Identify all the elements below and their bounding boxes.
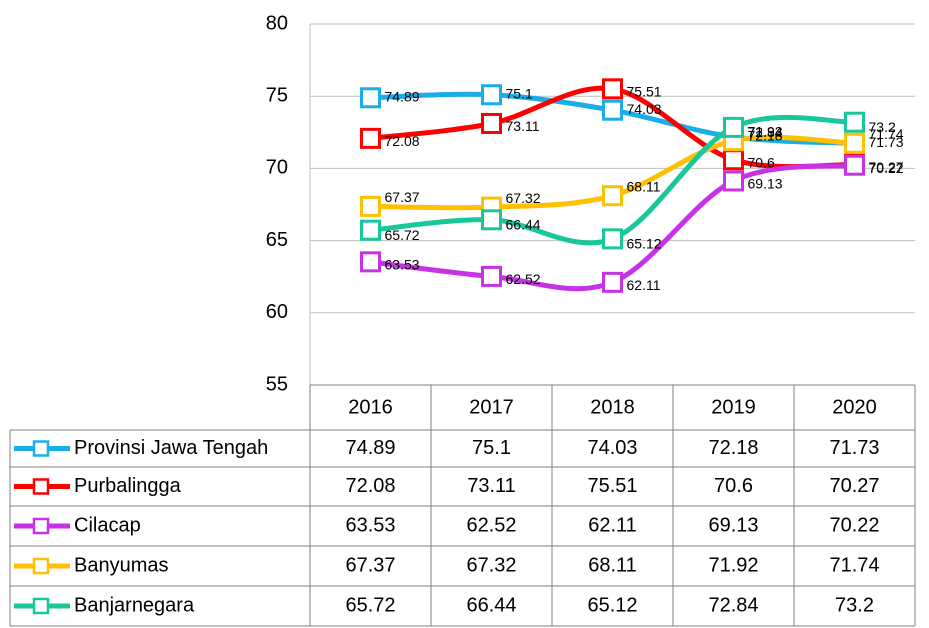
data-label: 69.13 — [748, 176, 783, 192]
legend-marker — [32, 478, 50, 495]
table-cell: 70.22 — [829, 514, 879, 536]
marker — [360, 251, 381, 273]
data-label: 67.37 — [385, 189, 420, 205]
data-label: 71.74 — [869, 126, 904, 142]
legend-label: Cilacap — [74, 514, 141, 536]
data-label: 66.44 — [506, 217, 541, 233]
marker — [723, 170, 744, 192]
table-cell: 63.53 — [345, 514, 395, 536]
table-cell: 75.1 — [472, 437, 511, 459]
x-tick-label: 2018 — [590, 396, 635, 418]
data-label: 74.03 — [627, 101, 662, 117]
table-cell: 65.12 — [587, 594, 637, 616]
marker — [844, 132, 865, 154]
x-tick-label: 2017 — [469, 396, 514, 418]
legend-marker — [32, 597, 50, 615]
data-label: 73.2 — [869, 119, 896, 135]
marker — [602, 271, 623, 293]
data-label: 72.08 — [385, 133, 420, 149]
marker — [723, 149, 744, 171]
y-tick-label: 65 — [266, 229, 288, 251]
y-tick-label: 70 — [266, 157, 288, 179]
table-cell: 72.08 — [345, 475, 395, 497]
data-label: 65.72 — [385, 227, 420, 243]
table-cell: 75.51 — [587, 475, 637, 497]
marker — [360, 219, 381, 241]
table-cell: 74.89 — [345, 437, 395, 459]
table-cell: 67.32 — [466, 554, 516, 576]
legend-label: Provinsi Jawa Tengah — [74, 437, 268, 459]
legend-marker — [32, 557, 50, 575]
data-label: 72.18 — [748, 128, 783, 144]
table-cell: 74.03 — [587, 437, 637, 459]
x-tick-label: 2016 — [348, 396, 393, 418]
data-label: 70.6 — [748, 154, 775, 170]
data-label: 75.1 — [506, 85, 533, 101]
data-label: 62.11 — [627, 277, 661, 293]
y-tick-label: 80 — [266, 12, 288, 34]
marker — [602, 78, 623, 100]
data-label: 72.84 — [748, 124, 783, 140]
table-cell: 70.6 — [714, 475, 753, 497]
y-tick-label: 75 — [266, 84, 288, 106]
marker — [481, 265, 502, 287]
y-tick-label: 55 — [266, 373, 288, 395]
table-cell: 71.73 — [829, 437, 879, 459]
data-label: 70.27 — [869, 159, 904, 175]
marker — [723, 116, 744, 138]
data-label: 71.73 — [869, 134, 904, 150]
marker — [360, 87, 381, 109]
marker — [844, 111, 865, 133]
marker — [481, 84, 502, 106]
data-label: 71.92 — [748, 123, 783, 139]
table-cell: 73.2 — [835, 594, 874, 616]
legend-label: Banjarnegara — [74, 594, 195, 616]
table-cell: 72.18 — [708, 437, 758, 459]
table-cell: 66.44 — [466, 594, 516, 616]
table-cell: 71.92 — [708, 554, 758, 576]
data-label: 65.12 — [627, 236, 662, 252]
table-cell: 72.84 — [708, 594, 758, 616]
table-cell: 65.72 — [345, 594, 395, 616]
data-label: 63.53 — [385, 257, 420, 273]
legend-label: Banyumas — [74, 554, 169, 576]
table-cell: 71.74 — [829, 554, 879, 576]
marker — [602, 228, 623, 250]
data-label: 74.89 — [385, 88, 420, 104]
marker — [602, 185, 623, 207]
legend-marker — [32, 440, 50, 457]
marker — [602, 99, 623, 121]
y-tick-label: 60 — [266, 301, 288, 323]
marker — [481, 112, 502, 134]
marker — [360, 127, 381, 149]
data-label: 70.22 — [869, 160, 904, 176]
legend-label: Purbalingga — [74, 475, 182, 497]
data-label: 73.11 — [506, 118, 540, 134]
table-cell: 62.11 — [588, 514, 637, 536]
x-tick-label: 2019 — [711, 396, 756, 418]
table-cell: 68.11 — [588, 554, 637, 576]
x-tick-label: 2020 — [832, 396, 877, 418]
marker — [360, 195, 381, 217]
marker — [481, 209, 502, 231]
marker — [844, 154, 865, 176]
data-label: 62.52 — [506, 271, 541, 287]
table-cell: 70.27 — [829, 475, 879, 497]
table-cell: 62.52 — [466, 514, 516, 536]
table-cell: 73.11 — [467, 475, 516, 497]
legend-marker — [32, 517, 50, 535]
data-label: 67.32 — [506, 190, 541, 206]
table-cell: 69.13 — [708, 514, 758, 536]
table-cell: 67.37 — [345, 554, 395, 576]
data-label: 68.11 — [627, 178, 661, 194]
data-label: 75.51 — [627, 84, 662, 100]
